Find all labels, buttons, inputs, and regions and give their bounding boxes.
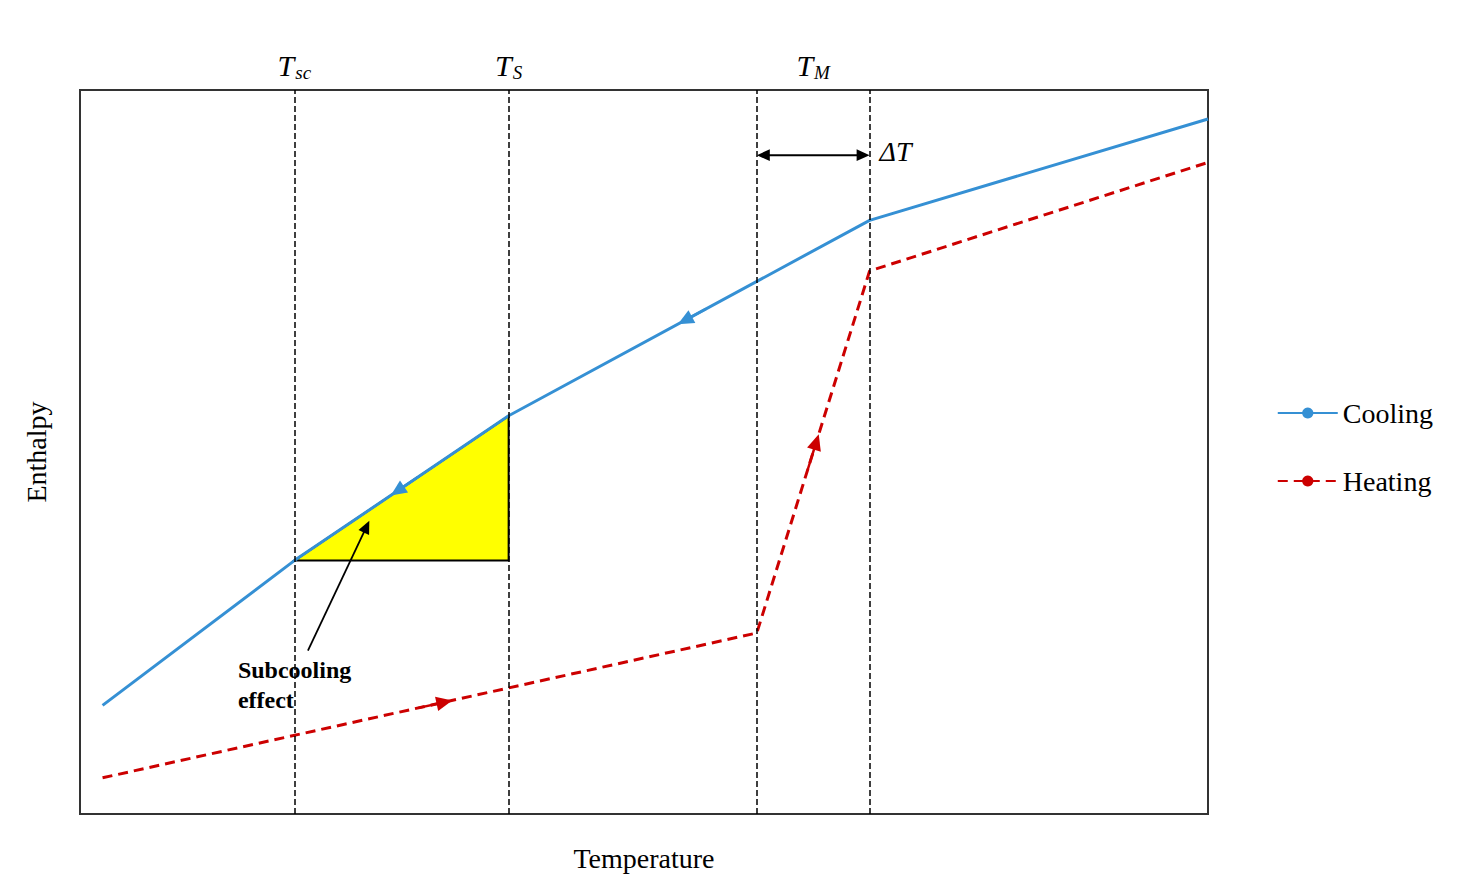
svg-text:sc: sc [295,62,311,83]
svg-text:Temperature: Temperature [573,843,714,874]
svg-text:Heating: Heating [1343,466,1432,497]
svg-text:ΔT: ΔT [879,136,914,167]
svg-text:T: T [495,49,514,82]
svg-text:Cooling: Cooling [1343,398,1433,429]
svg-text:Subcooling: Subcooling [238,657,351,683]
svg-text:T: T [796,49,815,82]
svg-text:Enthalpy: Enthalpy [21,401,52,502]
svg-text:effect: effect [238,687,294,713]
svg-text:M: M [813,62,831,83]
svg-text:T: T [278,49,297,82]
svg-text:S: S [513,62,523,83]
